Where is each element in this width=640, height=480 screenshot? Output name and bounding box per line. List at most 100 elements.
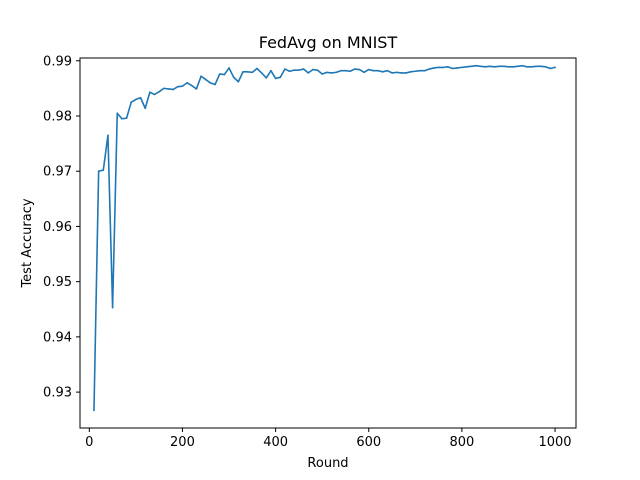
y-tick-label: 0.93 bbox=[43, 386, 72, 401]
data-point bbox=[381, 71, 384, 73]
y-axis-label: Test Accuracy bbox=[20, 198, 35, 288]
data-point bbox=[274, 77, 277, 80]
data-point bbox=[149, 91, 151, 94]
data-point bbox=[251, 71, 254, 74]
data-point bbox=[419, 69, 421, 72]
data-point bbox=[125, 117, 128, 119]
series-line bbox=[93, 64, 556, 412]
data-point bbox=[330, 72, 333, 74]
data-point bbox=[316, 69, 319, 71]
data-point bbox=[349, 70, 351, 73]
x-tick-label: 0 bbox=[85, 435, 93, 450]
x-tick-label: 800 bbox=[449, 435, 474, 450]
data-point bbox=[512, 66, 514, 68]
data-point bbox=[433, 67, 435, 69]
data-point bbox=[195, 88, 198, 90]
plot-content bbox=[93, 64, 556, 412]
y-tick-label: 0.96 bbox=[43, 220, 72, 235]
data-point bbox=[265, 77, 268, 79]
data-point bbox=[177, 85, 179, 88]
data-point bbox=[186, 82, 188, 84]
data-point bbox=[535, 65, 538, 68]
data-point bbox=[223, 73, 226, 76]
data-point bbox=[391, 72, 393, 74]
data-point bbox=[158, 90, 160, 93]
data-point bbox=[461, 66, 463, 69]
data-point bbox=[260, 72, 263, 74]
data-point bbox=[135, 98, 137, 101]
data-point bbox=[256, 67, 258, 70]
data-point bbox=[507, 66, 510, 68]
data-point bbox=[358, 68, 361, 71]
data-point bbox=[204, 78, 207, 81]
data-point bbox=[489, 65, 491, 68]
data-point bbox=[484, 66, 486, 68]
data-point bbox=[181, 85, 184, 87]
x-tick-label: 600 bbox=[356, 435, 381, 450]
chart-title: FedAvg on MNIST bbox=[259, 33, 398, 52]
data-point bbox=[530, 66, 533, 68]
data-point bbox=[503, 65, 505, 68]
data-point bbox=[209, 82, 212, 84]
data-point bbox=[97, 170, 100, 173]
data-point bbox=[312, 68, 314, 71]
x-axis-label: Round bbox=[307, 456, 348, 471]
x-axis-ticks: 0 200 400 600 800 1000 bbox=[85, 428, 572, 450]
data-point bbox=[232, 76, 235, 79]
data-point bbox=[475, 64, 477, 67]
data-point bbox=[516, 65, 519, 68]
data-point bbox=[414, 70, 417, 73]
data-point bbox=[442, 66, 445, 69]
data-point bbox=[437, 66, 440, 69]
data-point bbox=[423, 69, 426, 72]
data-point bbox=[456, 67, 459, 69]
data-point bbox=[214, 83, 216, 86]
data-point bbox=[344, 69, 347, 72]
data-point bbox=[218, 73, 221, 75]
data-point bbox=[279, 76, 282, 79]
data-point bbox=[270, 69, 272, 72]
data-point bbox=[321, 73, 323, 75]
data-point bbox=[326, 71, 328, 74]
x-tick-label: 200 bbox=[170, 435, 195, 450]
data-point bbox=[172, 88, 174, 91]
data-point bbox=[298, 69, 300, 71]
data-point bbox=[246, 71, 249, 73]
data-point bbox=[447, 66, 449, 68]
data-point bbox=[367, 68, 370, 71]
x-tick-label: 1000 bbox=[538, 435, 571, 450]
data-point bbox=[190, 84, 193, 87]
data-point bbox=[353, 68, 356, 70]
data-point bbox=[102, 169, 105, 171]
data-point bbox=[163, 87, 165, 90]
data-point bbox=[93, 409, 95, 412]
data-point bbox=[470, 65, 473, 68]
data-point bbox=[111, 306, 114, 309]
data-point bbox=[107, 134, 109, 137]
data-point bbox=[544, 66, 547, 68]
y-tick-label: 0.99 bbox=[43, 54, 72, 69]
data-point bbox=[116, 112, 119, 115]
x-tick-label: 400 bbox=[263, 435, 288, 450]
data-point bbox=[284, 68, 286, 70]
data-point bbox=[335, 71, 337, 74]
data-point bbox=[498, 65, 500, 68]
data-point bbox=[386, 69, 389, 72]
data-point bbox=[288, 70, 291, 73]
y-tick-label: 0.94 bbox=[43, 330, 72, 345]
data-point bbox=[549, 67, 552, 70]
data-point bbox=[540, 65, 542, 68]
data-point bbox=[465, 66, 468, 68]
data-point bbox=[405, 72, 407, 74]
data-point bbox=[479, 65, 482, 68]
data-point bbox=[451, 67, 454, 70]
data-point bbox=[372, 69, 375, 72]
data-point bbox=[400, 72, 403, 74]
data-point bbox=[493, 66, 496, 68]
data-point bbox=[307, 72, 310, 74]
plot-area-frame bbox=[79, 57, 577, 429]
y-tick-label: 0.95 bbox=[43, 275, 72, 290]
data-point bbox=[526, 66, 528, 68]
